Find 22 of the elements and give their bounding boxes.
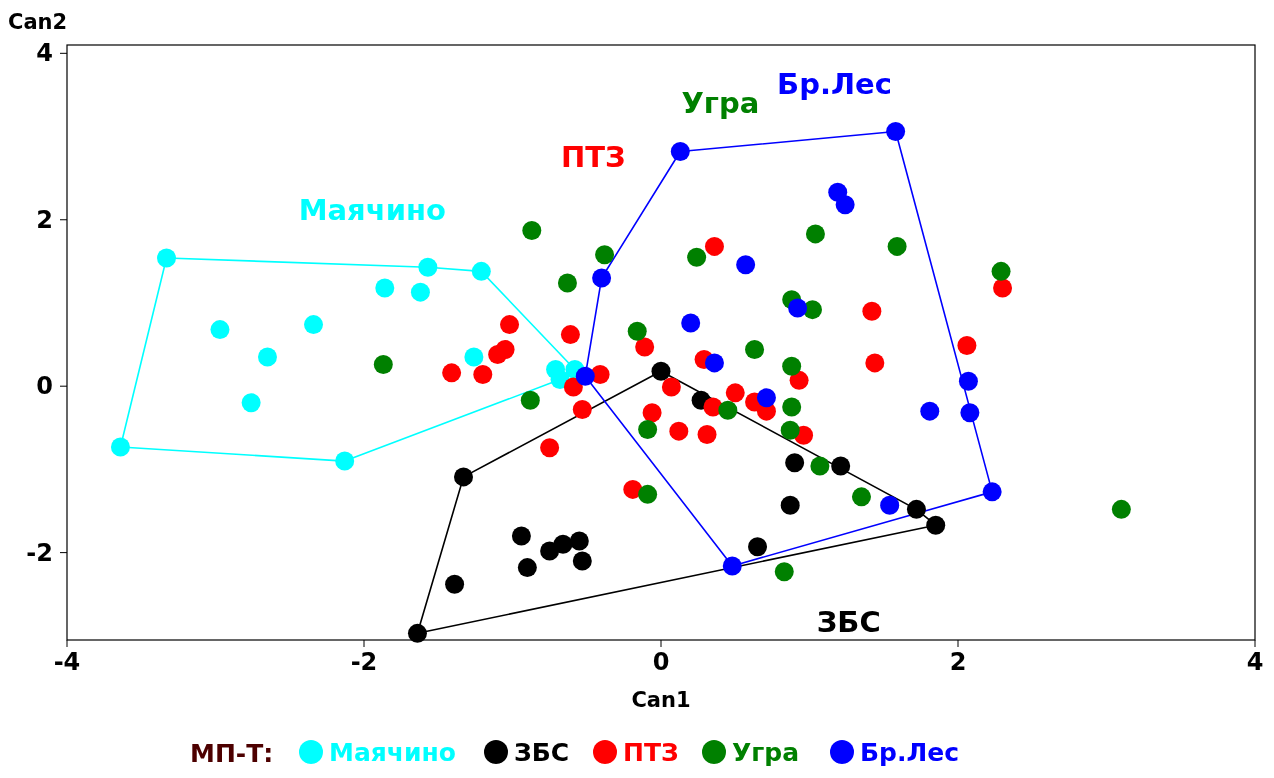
- x-tick-label: 4: [1246, 648, 1264, 676]
- legend-title: МП-Т:: [190, 739, 274, 768]
- legend-label: Бр.Лес: [860, 738, 959, 767]
- y-tick-label: -2: [26, 538, 53, 567]
- x-tick-label: -4: [53, 648, 81, 676]
- x-tick-label: -2: [350, 648, 378, 676]
- y-tick-label: 4: [36, 39, 53, 68]
- y-axis-title: Can2: [8, 10, 68, 34]
- x-axis-title: Can1: [631, 688, 691, 712]
- annotation: Бр.Лес: [777, 67, 892, 102]
- annotation: ПТЗ: [560, 139, 626, 174]
- legend-label: ПТЗ: [623, 738, 679, 767]
- x-tick-label: 2: [949, 648, 967, 676]
- legend-label: Угра: [732, 738, 800, 767]
- legend-label: ЗБС: [514, 738, 570, 767]
- annotation: Маячино: [298, 193, 446, 228]
- y-tick-label: 0: [36, 372, 53, 401]
- x-tick-label: 0: [652, 648, 670, 676]
- annotation: ЗБС: [816, 605, 881, 640]
- y-tick-label: 2: [36, 205, 53, 234]
- annotation: Угра: [681, 86, 760, 121]
- legend-label: Маячино: [329, 738, 456, 767]
